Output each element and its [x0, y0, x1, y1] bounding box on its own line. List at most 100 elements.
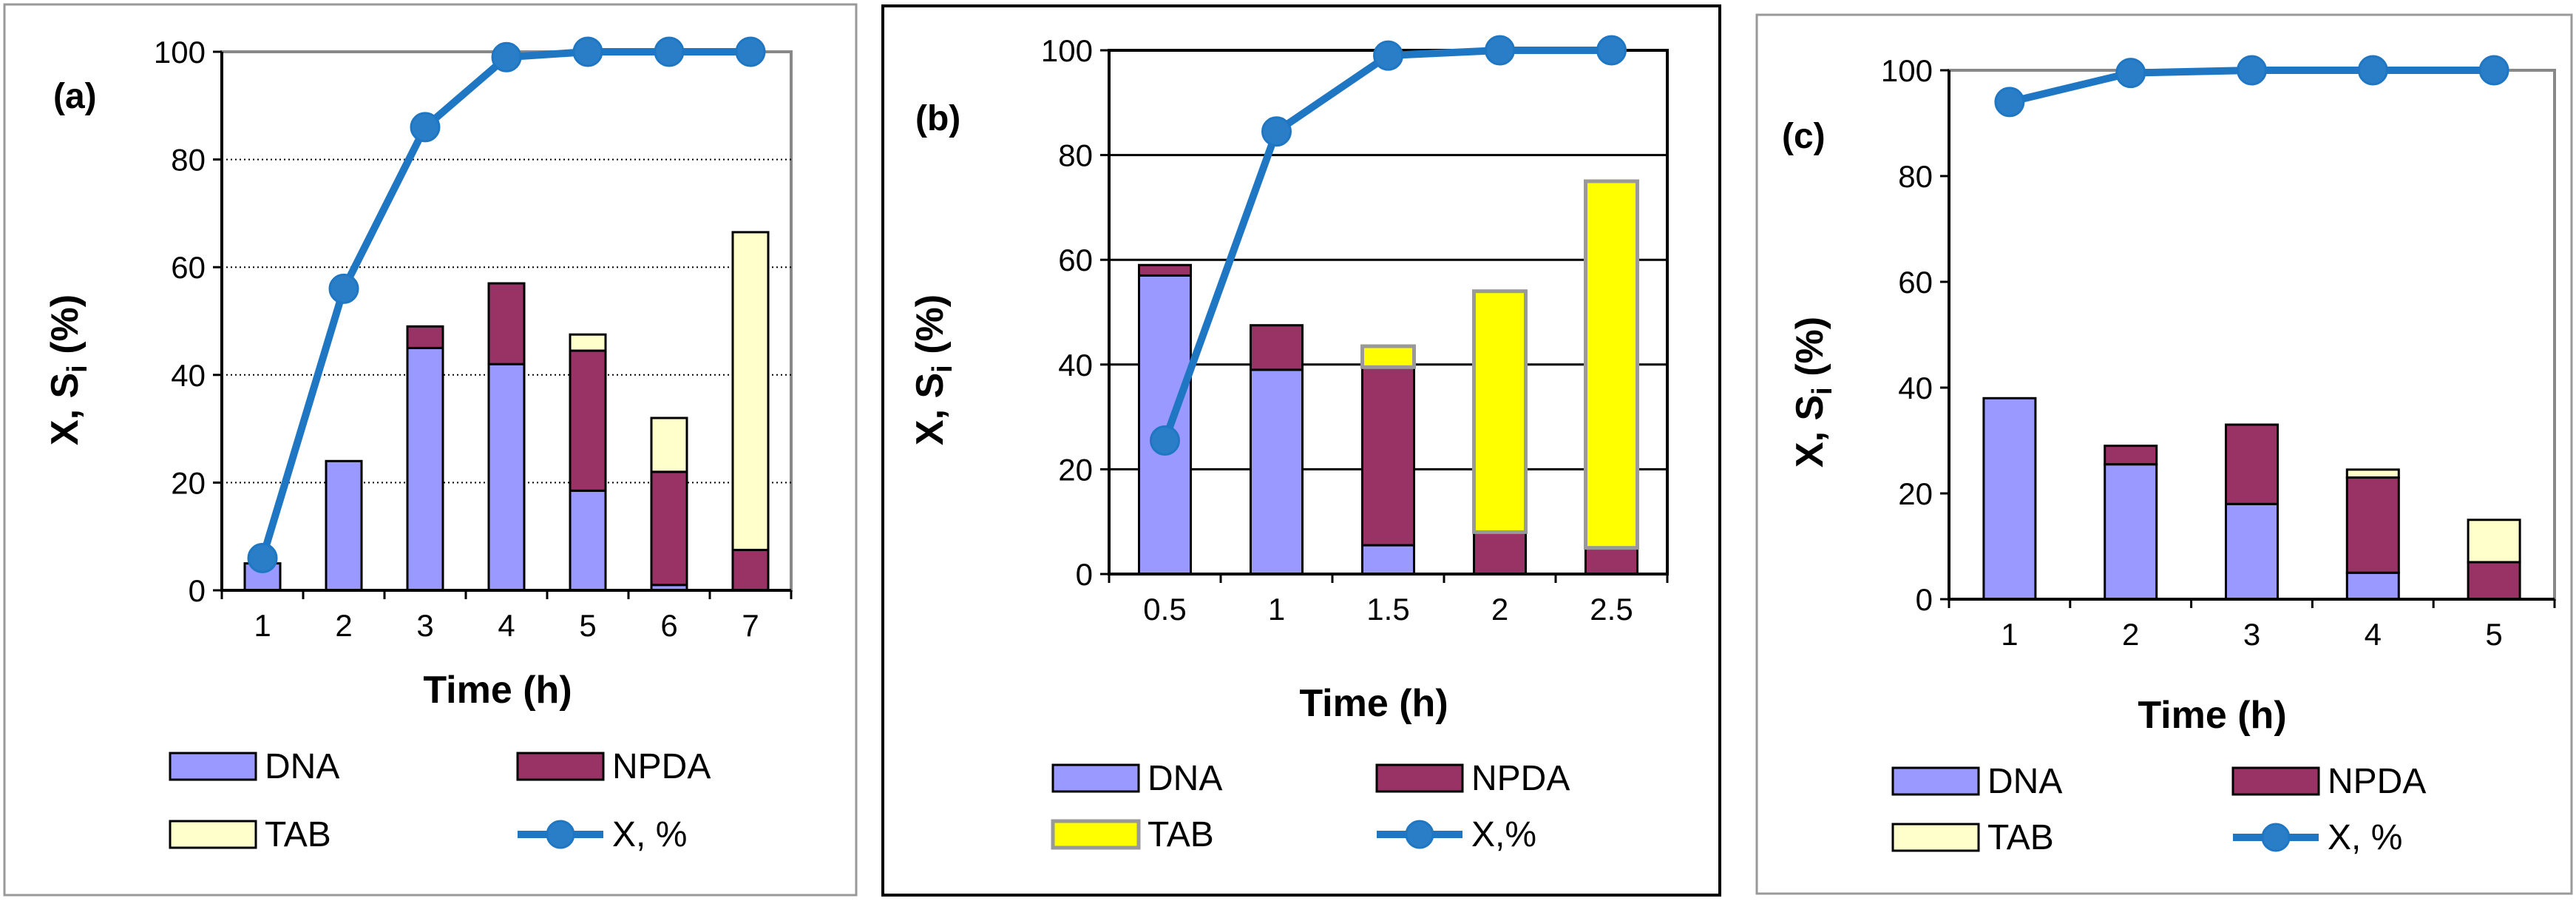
- panel-b-y-axis-title: X, Si (%): [909, 294, 958, 445]
- panel-b-legend: DNA NPDA TAB X,%: [1051, 759, 1570, 854]
- panel-c-y-tick-label: 0: [1916, 582, 1933, 617]
- panel-b-x-axis-title: Time (h): [1299, 682, 1448, 725]
- panel-a-bar-dna-3: [406, 346, 444, 592]
- panel-a-line-point-6: [654, 36, 685, 67]
- panel-b-line-point-2: [1261, 116, 1292, 147]
- panel-a-bar-tab-5: [569, 333, 607, 352]
- panel-b-line-point-5: [1596, 35, 1627, 66]
- panel-b-y-tick-label: 60: [1058, 243, 1093, 277]
- panel-c-x-tick-label: 4: [2365, 617, 2382, 652]
- panel-b-y-tick-label: 20: [1058, 452, 1093, 487]
- panel-b-y-tick-label: 0: [1076, 557, 1093, 592]
- panel-a-bar-npda-7: [731, 548, 770, 592]
- panel-c-bar-dna-3: [2225, 502, 2279, 601]
- panel-b-x-tick-label: 0.5: [1143, 592, 1186, 627]
- panel-a-line-point-1: [247, 542, 278, 573]
- panel-a-x-axis-title: Time (h): [423, 669, 572, 712]
- panel-a-bar-npda-4: [487, 282, 526, 365]
- panel-c-label: (c): [1782, 117, 1826, 156]
- panel-b-y-tick-label: 80: [1058, 138, 1093, 173]
- plot-a: 0 20 40 60 80 100 1 2 3 4 5 6 7: [154, 35, 793, 643]
- panel-c-legend: DNA NPDA TAB X, %: [1891, 762, 2426, 857]
- plot-b: 0 20 40 60 80 100 0.5 1 1.5 2 2.5: [1041, 33, 1669, 627]
- panel-a-legend-npda-swatch: [516, 752, 605, 781]
- panel-c-bar-tab-4: [2345, 468, 2400, 479]
- panel-c-y-tick-label: 20: [1898, 476, 1933, 511]
- panel-b-bar-npda-2: [1250, 324, 1304, 371]
- panel-c-legend-npda: NPDA: [2231, 762, 2426, 801]
- panel-c-line-point-4: [2357, 55, 2388, 86]
- panel-b-bar-tab-3: [1360, 344, 1416, 369]
- panel-a-bar-npda-6: [650, 470, 688, 587]
- panel-c-y-tick-label: 100: [1881, 53, 1933, 88]
- panel-c-y-tick-label: 40: [1898, 371, 1933, 405]
- panel-b-bar-tab-4: [1472, 289, 1528, 534]
- panel-b-bar-npda-4: [1473, 530, 1527, 576]
- panel-c-x-tick-label: 1: [2001, 617, 2018, 652]
- panel-c-line-point-2: [2115, 58, 2146, 89]
- panel-a-y-tick-label: 100: [154, 35, 206, 70]
- panel-b-bar-npda-3: [1361, 365, 1415, 547]
- panel-a: 0 20 40 60 80 100 1 2 3 4 5 6 7 (a) Time (h) X, Si (…: [3, 3, 858, 897]
- panel-b-bar-tab-5: [1584, 179, 1639, 550]
- panel-a-y-tick-label: 80: [171, 143, 206, 178]
- panel-b-x-tick-label: 2: [1491, 592, 1508, 627]
- panel-a-legend-npda: NPDA: [516, 747, 711, 786]
- plot-c: 0 20 40 60 80 100 1 2 3 4 5: [1881, 53, 2556, 652]
- panel-c-legend-tab-swatch: [1891, 823, 1980, 852]
- panel-a-bar-dna-5: [569, 489, 607, 592]
- panel-a-x-tick-label: 7: [742, 608, 759, 643]
- panel-a-y-tick-label: 20: [171, 465, 206, 500]
- panel-a-x-tick-label: 4: [498, 608, 515, 643]
- panel-b-line-point-4: [1485, 35, 1515, 66]
- panel-a-legend-tab-swatch: [169, 820, 257, 849]
- panel-a-legend-dna-label: DNA: [265, 747, 339, 786]
- panel-c-legend-dna: DNA: [1891, 762, 2062, 801]
- panel-c-legend-x: X, %: [2233, 818, 2402, 857]
- panel-c-legend-tab-label: TAB: [1987, 818, 2054, 857]
- panel-a-bar-tab-6: [650, 416, 688, 473]
- panel-c-y-tick-label: 60: [1898, 265, 1933, 300]
- panel-c-y-tick-label: 80: [1898, 159, 1933, 194]
- panel-c-bar-npda-5: [2467, 561, 2521, 601]
- panel-a-x-tick-label: 6: [660, 608, 677, 643]
- panel-c-x-axis-title: Time (h): [2138, 694, 2286, 737]
- panel-c-line-point-1: [1994, 87, 2025, 118]
- panel-a-legend-x-label: X, %: [612, 815, 687, 854]
- panel-c-line-point-3: [2237, 55, 2267, 86]
- panel-c-legend-npda-swatch: [2231, 766, 2320, 796]
- panel-b-bar-npda-1: [1138, 263, 1192, 277]
- panel-a-bar-tab-7: [731, 231, 770, 551]
- panel-c-legend-x-marker: [2261, 823, 2291, 852]
- panel-c-legend-tab: TAB: [1891, 818, 2054, 857]
- panel-a-bar-dna-2: [325, 459, 363, 592]
- panel-c-legend-npda-label: NPDA: [2328, 762, 2426, 801]
- panel-a-y-tick-label: 0: [189, 573, 206, 608]
- panel-c: 0 20 40 60 80 100 1 2 3 4 5 (c) Time (h) X, Si (%)…: [1755, 13, 2573, 895]
- panel-a-line-point-4: [491, 41, 522, 72]
- panel-a-line-point-3: [410, 112, 441, 143]
- panel-b-bar-npda-5: [1584, 547, 1638, 576]
- panel-a-legend-dna: DNA: [169, 747, 339, 786]
- panel-b-bar-dna-2: [1250, 368, 1304, 576]
- panel-c-bar-npda-2: [2104, 445, 2158, 466]
- panel-a-x-tick-label: 3: [416, 608, 433, 643]
- panel-c-bar-tab-5: [2467, 519, 2521, 564]
- panel-a-line-point-2: [328, 273, 359, 304]
- panel-a-x-tick-label: 5: [579, 608, 596, 643]
- panel-b-legend-npda-label: NPDA: [1471, 759, 1570, 798]
- panel-c-y-axis-title: X, Si (%): [1789, 317, 1838, 468]
- panel-a-y-tick-label: 60: [171, 250, 206, 285]
- panel-a-legend-dna-swatch: [169, 752, 257, 781]
- panel-a-line-point-5: [572, 36, 603, 67]
- panel-a-legend-tab-label: TAB: [265, 815, 331, 854]
- panel-c-bar-npda-3: [2225, 423, 2279, 505]
- panel-b-line-point-3: [1373, 40, 1403, 71]
- panel-b-legend-x-label: X,%: [1471, 815, 1536, 854]
- panel-c-x-tick-label: 5: [2485, 617, 2502, 652]
- panel-b-legend-dna: DNA: [1051, 759, 1222, 798]
- panel-b-legend-npda-swatch: [1375, 763, 1464, 793]
- panel-c-bar-dna-2: [2104, 463, 2158, 601]
- panel-b-legend-x-marker: [1405, 820, 1434, 849]
